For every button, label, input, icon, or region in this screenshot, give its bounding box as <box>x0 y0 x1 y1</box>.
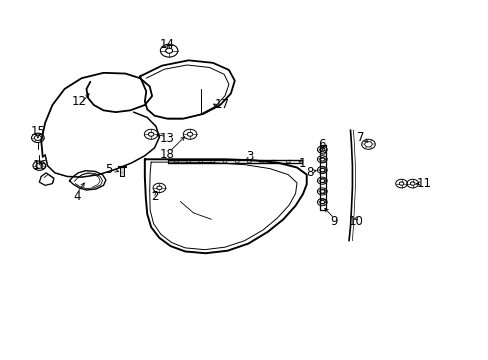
Text: 17: 17 <box>215 99 230 112</box>
Text: 16: 16 <box>33 159 48 172</box>
Text: 4: 4 <box>73 190 81 203</box>
Text: 7: 7 <box>357 131 364 144</box>
Text: 18: 18 <box>159 148 174 161</box>
Text: 15: 15 <box>30 125 45 138</box>
Text: 12: 12 <box>72 95 86 108</box>
Text: 3: 3 <box>245 150 252 163</box>
Text: 6: 6 <box>318 138 325 151</box>
Text: 11: 11 <box>416 177 431 190</box>
Text: 5: 5 <box>104 163 112 176</box>
Text: 1: 1 <box>299 157 306 170</box>
Text: 13: 13 <box>159 132 174 145</box>
Text: 10: 10 <box>348 215 363 228</box>
Text: 9: 9 <box>330 215 338 228</box>
Text: 14: 14 <box>159 38 174 51</box>
Text: 8: 8 <box>306 166 313 179</box>
Text: 2: 2 <box>150 190 158 203</box>
